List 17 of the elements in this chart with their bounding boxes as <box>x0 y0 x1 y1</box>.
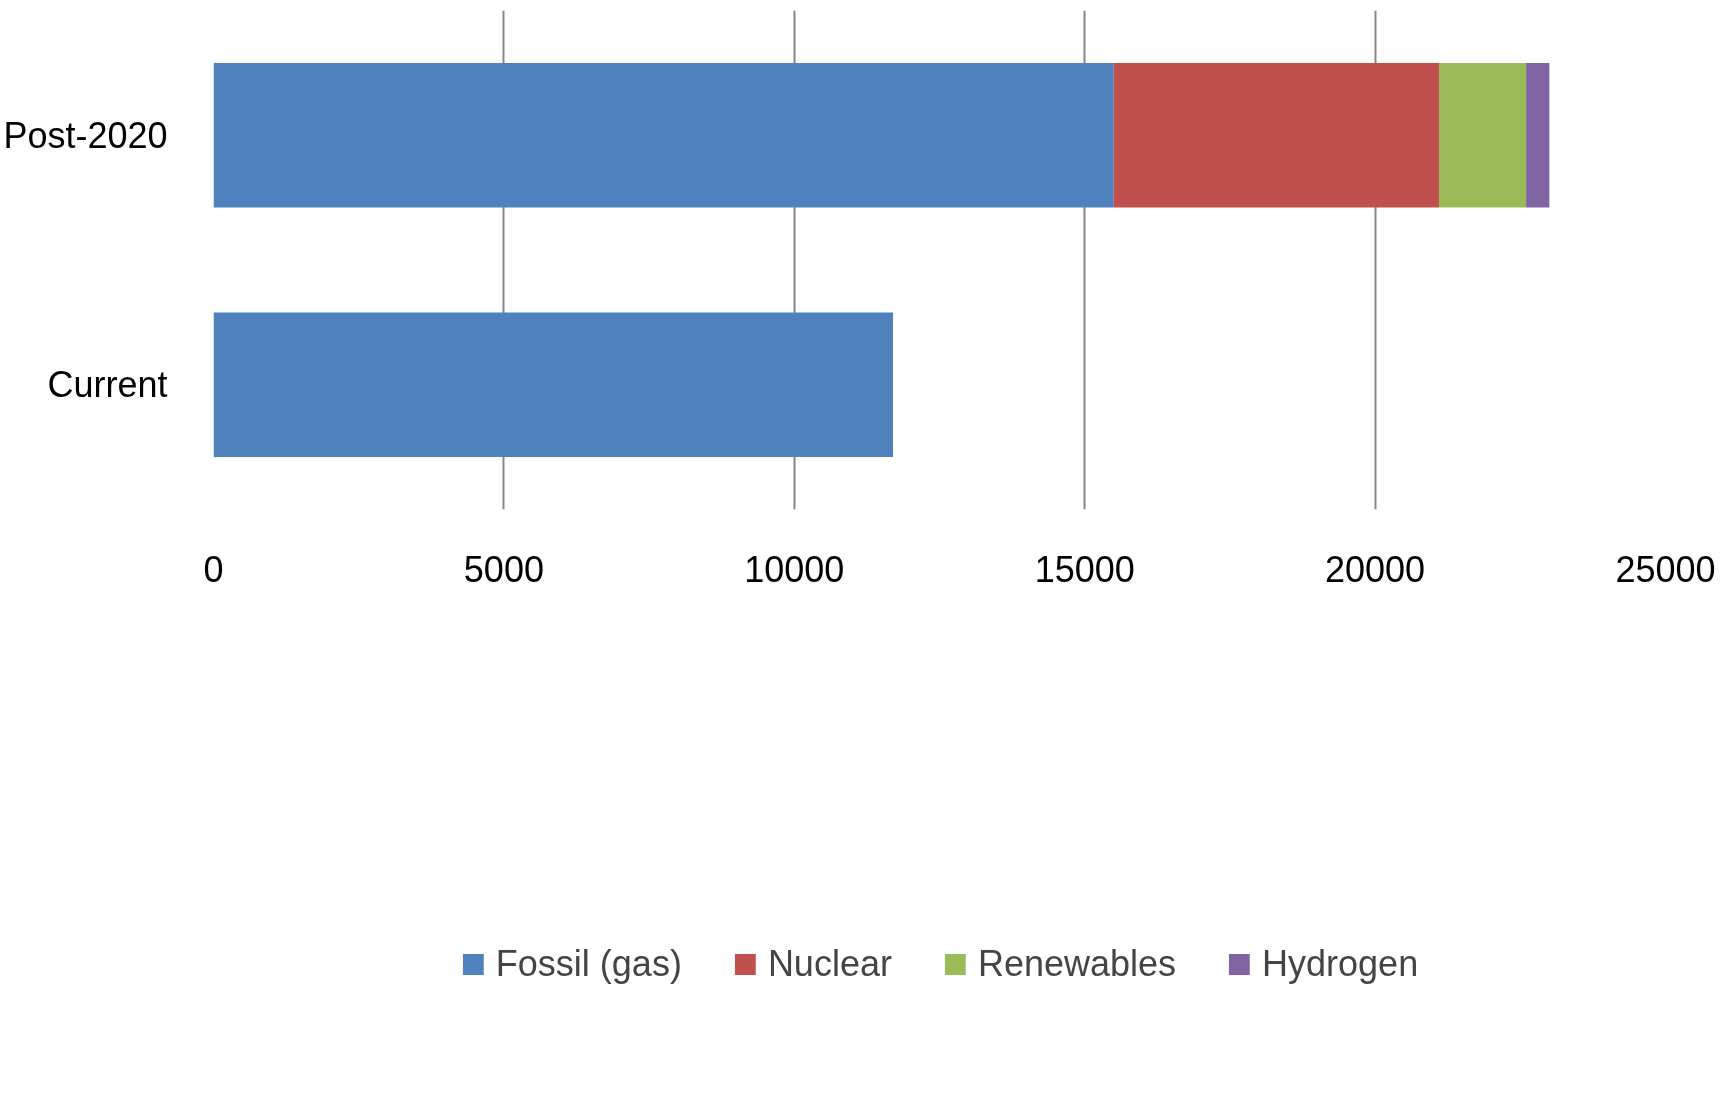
bar <box>1438 62 1527 208</box>
x-tick-label: 25000 <box>1615 548 1716 590</box>
bar <box>213 62 1114 208</box>
legend-label: Fossil (gas) <box>495 942 682 985</box>
bar <box>1526 62 1550 208</box>
x-tick-label: 20000 <box>1325 548 1426 590</box>
bar <box>1113 62 1439 208</box>
y-tick-label: Post-2020 <box>3 114 168 156</box>
legend-label: Renewables <box>977 942 1177 985</box>
x-tick-label: 10000 <box>744 548 845 590</box>
x-tick-label: 15000 <box>1034 548 1135 590</box>
y-tick-label: Current <box>47 364 168 406</box>
bar <box>213 312 894 458</box>
x-tick-label: 5000 <box>463 548 544 590</box>
legend-label: Hydrogen <box>1262 942 1419 985</box>
legend-label: Nuclear <box>767 942 892 985</box>
x-tick-label: 0 <box>203 548 224 590</box>
